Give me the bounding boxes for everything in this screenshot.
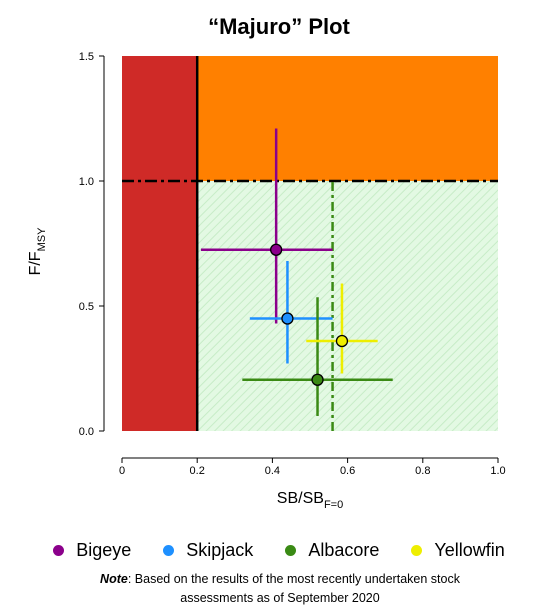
skipjack-point [281,312,294,325]
series-bigeye [200,128,333,324]
legend-label-skipjack: Skipjack [186,539,254,560]
bigeye-point [270,243,283,256]
legend-marker-albacore [285,544,297,556]
yellowfin-point [335,334,349,348]
legend-marker-skipjack [163,544,175,556]
x-tick-label: 0.2 [190,465,205,477]
legend-marker-yellowfin [411,544,423,556]
series-skipjack [249,261,333,364]
x-tick-label: 0 [119,465,125,477]
y-axis-label: F/FMSY [27,227,48,276]
legend-label-bigeye: Bigeye [76,539,132,560]
albacore-point [311,373,324,386]
footnote: Note: Based on the results of the most r… [80,570,480,608]
legend-item-bigeye: Bigeye [53,540,131,561]
y-tick-label: 1.0 [79,176,94,188]
x-tick-label: 0.4 [265,465,280,477]
red-zone [122,56,198,431]
legend-item-yellowfin: Yellowfin [411,539,505,561]
x-axis-label: SB/SBF=0 [277,490,343,511]
legend-label-albacore: Albacore [308,539,380,560]
orange-zone [197,56,498,181]
majuro-plot: 0 0.2 0.4 0.6 0.8 1.0 0.0 0.5 1.0 1.5 SB/SBF=0 F/FM… [27,51,506,511]
chart-title: “Majuro” Plot [208,14,350,39]
series-yellowfin [306,283,378,374]
legend: Bigeye Skipjack Albacore Yellowfin [0,538,558,562]
note-text: : Based on the results of the most recen… [127,572,460,605]
legend-label-yellowfin: Yellowfin [434,539,505,560]
y-tick-label: 0.0 [79,426,94,438]
y-tick-label: 0.5 [79,301,94,313]
series-albacore [242,297,393,416]
x-tick-label: 0.8 [415,465,430,477]
x-tick-label: 1.0 [490,465,505,477]
y-tick-label: 1.5 [79,51,94,63]
legend-item-albacore: Albacore [285,540,379,561]
x-tick-label: 0.6 [340,465,355,477]
legend-marker-bigeye [53,544,65,556]
green-zone [197,181,498,431]
note-label: Note [100,572,128,586]
legend-item-skipjack: Skipjack [163,540,253,561]
